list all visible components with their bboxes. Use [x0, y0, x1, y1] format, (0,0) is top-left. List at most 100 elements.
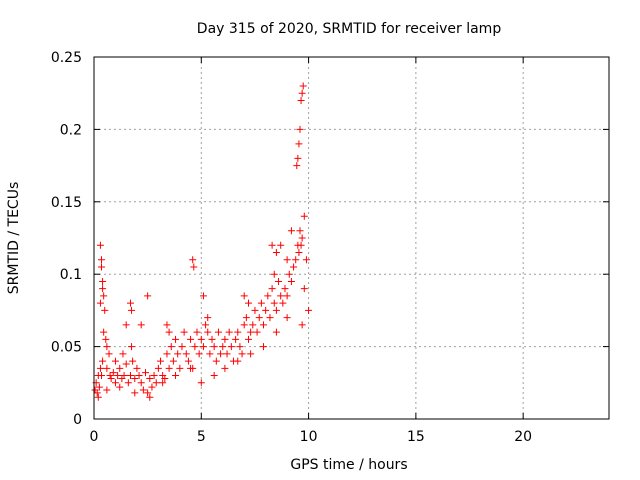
data-point: [299, 82, 307, 90]
data-point: [184, 357, 192, 365]
data-point: [281, 285, 289, 293]
data-point: [98, 263, 106, 271]
data-point: [152, 379, 160, 387]
data-point: [99, 357, 107, 365]
data-point: [277, 241, 285, 249]
data-point: [109, 369, 117, 377]
data-point: [96, 299, 104, 307]
data-point: [240, 321, 248, 329]
data-point: [204, 328, 212, 336]
data-point: [99, 277, 107, 285]
data-point: [107, 374, 115, 382]
data-point: [135, 372, 143, 380]
data-point: [255, 314, 263, 322]
data-point: [298, 89, 306, 97]
data-point: [221, 335, 229, 343]
data-point: [126, 372, 134, 380]
data-point: [129, 357, 137, 365]
data-point: [268, 285, 276, 293]
data-point: [262, 306, 270, 314]
y-tick-label: 0.2: [60, 122, 82, 138]
data-point: [199, 343, 207, 351]
data-point: [174, 350, 182, 358]
data-point: [275, 277, 283, 285]
data-point: [167, 343, 175, 351]
data-point: [204, 314, 212, 322]
data-point: [197, 379, 205, 387]
data-point: [165, 364, 173, 372]
data-point: [217, 350, 225, 358]
data-point: [293, 162, 301, 170]
data-point: [193, 328, 201, 336]
data-point: [98, 256, 106, 264]
data-point: [253, 328, 261, 336]
data-point: [245, 335, 252, 343]
data-point: [161, 374, 169, 382]
data-point: [124, 379, 132, 387]
data-points: [91, 82, 313, 401]
data-point: [236, 343, 244, 351]
data-point: [294, 154, 302, 162]
data-point: [297, 241, 305, 249]
x-axis-label: GPS time / hours: [290, 457, 407, 473]
data-point: [172, 335, 180, 343]
data-point: [102, 335, 110, 343]
y-tick-label: 0.05: [51, 340, 82, 356]
data-point: [219, 343, 227, 351]
x-tick-label: 0: [90, 429, 99, 445]
x-tick-label: 10: [300, 429, 318, 445]
data-point: [191, 343, 199, 351]
data-point: [272, 328, 280, 336]
data-point: [163, 321, 171, 329]
data-point: [232, 335, 240, 343]
data-point: [103, 364, 111, 372]
data-point: [292, 256, 300, 264]
data-point: [131, 389, 139, 397]
data-point: [96, 241, 104, 249]
data-point: [103, 386, 111, 394]
data-point: [131, 374, 139, 382]
y-tick-label: 0.1: [60, 267, 82, 283]
data-point: [111, 379, 119, 387]
data-point: [210, 372, 218, 380]
data-point: [283, 314, 291, 322]
y-tick-label: 0.25: [51, 50, 82, 66]
data-point: [295, 140, 303, 148]
data-point: [300, 285, 308, 293]
data-point: [144, 292, 152, 300]
x-tick-label: 20: [514, 429, 532, 445]
data-point: [210, 343, 218, 351]
data-point: [300, 212, 308, 220]
data-point: [122, 360, 130, 368]
data-point: [296, 125, 304, 133]
data-point: [302, 256, 310, 264]
data-point: [279, 299, 287, 307]
data-point: [195, 350, 203, 358]
data-point: [116, 364, 124, 372]
data-point: [101, 306, 109, 314]
data-point: [260, 321, 268, 329]
data-point: [128, 343, 136, 351]
x-tick-labels: 0 5 10 15 20: [90, 429, 533, 445]
data-point: [197, 335, 205, 343]
data-point: [251, 306, 259, 314]
data-point: [298, 234, 306, 242]
grid: [94, 57, 609, 419]
data-point: [234, 357, 242, 365]
data-point: [165, 328, 173, 336]
data-point: [270, 270, 278, 278]
x-tick-label: 15: [407, 429, 425, 445]
data-point: [133, 364, 141, 372]
data-point: [199, 292, 207, 300]
data-point: [285, 270, 293, 278]
chart-title: Day 315 of 2020, SRMTID for receiver lam…: [197, 21, 502, 37]
data-point: [146, 374, 154, 382]
data-point: [93, 389, 101, 397]
data-point: [169, 357, 177, 365]
data-point: [94, 393, 102, 401]
data-point: [96, 364, 104, 372]
data-point: [139, 386, 147, 394]
data-point: [120, 372, 128, 380]
data-point: [176, 364, 184, 372]
